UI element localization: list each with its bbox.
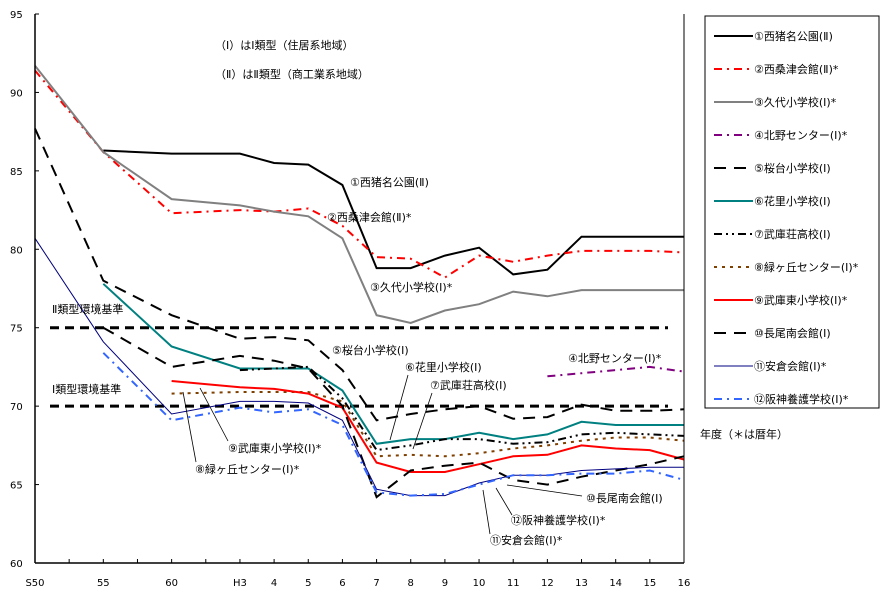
annotation-4: ④北野センター(Ⅰ)*	[568, 352, 662, 365]
legend-label: ⑩長尾南会館(Ⅰ)	[754, 326, 831, 340]
legend-label: ③久代小学校(Ⅰ)*	[754, 95, 837, 109]
y-tick-label: 80	[10, 245, 23, 256]
x-tick-label: 7	[373, 578, 379, 589]
leader-lines	[182, 374, 583, 535]
legend-label: ⑤桜台小学校(Ⅰ)	[754, 161, 831, 175]
ref-label-type1: Ⅰ類型環境基準	[52, 382, 121, 396]
x-tick-label: 10	[473, 578, 486, 589]
legend-label: ⑦武庫荘高校(Ⅰ)	[754, 227, 831, 241]
note-type2: （Ⅱ）はⅡ類型（商工業系地域）	[215, 67, 369, 81]
annotation-7: ⑦武庫荘高校(Ⅰ)	[430, 378, 507, 392]
series-line-4	[547, 365, 685, 378]
y-tick-label: 60	[10, 559, 23, 570]
series-line-2	[34, 69, 685, 279]
y-tick-label: 70	[10, 402, 23, 413]
series-line-5	[34, 128, 685, 422]
annotation-6: ⑥花里小学校(Ⅰ)	[405, 360, 482, 374]
legend-label: ①西猪名公園(Ⅱ)	[754, 29, 833, 43]
legend-label: ⑨武庫東小学校(Ⅰ)*	[754, 293, 848, 307]
y-tick-label: 75	[10, 324, 23, 335]
annotation-9: ⑨武庫東小学校(Ⅰ)*	[228, 441, 322, 455]
annotation-10: ⑩長尾南会館(Ⅰ)	[586, 491, 663, 505]
x-tick-label: 60	[165, 578, 178, 589]
annotation-1: ①西猪名公園(Ⅱ)	[350, 175, 429, 189]
x-tick-label: H3	[233, 578, 247, 589]
legend-label: ⑧緑ヶ丘センター(Ⅰ)*	[754, 260, 859, 274]
annotation-3: ③久代小学校(Ⅰ)*	[370, 280, 453, 294]
x-tick-label: 13	[575, 578, 588, 589]
legend-label: ②西桑津会館(Ⅱ)*	[754, 62, 839, 76]
series-line-1	[103, 149, 684, 276]
series-line-3	[34, 65, 684, 325]
annotation-8: ⑧緑ヶ丘センター(Ⅰ)*	[195, 462, 300, 476]
ref-label-type2: Ⅱ類型環境基準	[52, 302, 123, 316]
series-line-6	[102, 283, 684, 445]
x-tick-label: 14	[609, 578, 622, 589]
x-tick-label: 11	[507, 578, 520, 589]
y-tick-label: 90	[10, 88, 23, 99]
x-tick-label: 9	[442, 578, 448, 589]
y-tick-label: 65	[10, 481, 23, 492]
legend-label: ⑪安倉会館(Ⅰ)*	[754, 359, 827, 373]
x-tick-label: 12	[541, 578, 554, 589]
series-line-12	[102, 352, 685, 497]
y-tick-label: 85	[10, 167, 23, 178]
x-tick-label: 15	[643, 578, 656, 589]
legend-label: ⑥花里小学校(Ⅰ)	[754, 194, 831, 208]
x-axis-label: 年度（＊は暦年）	[700, 427, 788, 441]
legend-box	[704, 15, 880, 409]
legend: ①西猪名公園(Ⅱ) ②西桑津会館(Ⅱ)* ③久代小学校(Ⅰ)* ④北野センター(Ⅰ)*…	[704, 15, 880, 409]
annotation-5: ⑤桜台小学校(Ⅰ)	[332, 343, 409, 357]
series-line-10	[102, 326, 685, 499]
x-tick-label: 4	[271, 578, 277, 589]
note-type1: （Ⅰ）はⅠ類型（住居系地域）	[215, 38, 354, 52]
x-tick-label: 55	[97, 578, 110, 589]
legend-label: ⑫阪神養護学校(Ⅰ)*	[754, 392, 849, 406]
x-tick-label: 6	[339, 578, 345, 589]
series-line-7	[239, 365, 685, 452]
annotation-12: ⑫阪神養護学校(Ⅰ)*	[511, 513, 606, 527]
x-tick-label: 8	[408, 578, 414, 589]
series-line-8	[171, 391, 685, 458]
x-tick-label: 16	[678, 578, 691, 589]
legend-label: ④北野センター(Ⅰ)*	[754, 129, 848, 142]
annotation-11: ⑪安倉会館(Ⅰ)*	[490, 533, 563, 547]
series-line-9	[171, 380, 685, 473]
annotation-2: ②西桑津会館(Ⅱ)*	[327, 210, 412, 224]
y-tick-label: 95	[10, 10, 23, 21]
x-tick-label: S50	[25, 578, 44, 589]
x-tick-label: 5	[305, 578, 311, 589]
